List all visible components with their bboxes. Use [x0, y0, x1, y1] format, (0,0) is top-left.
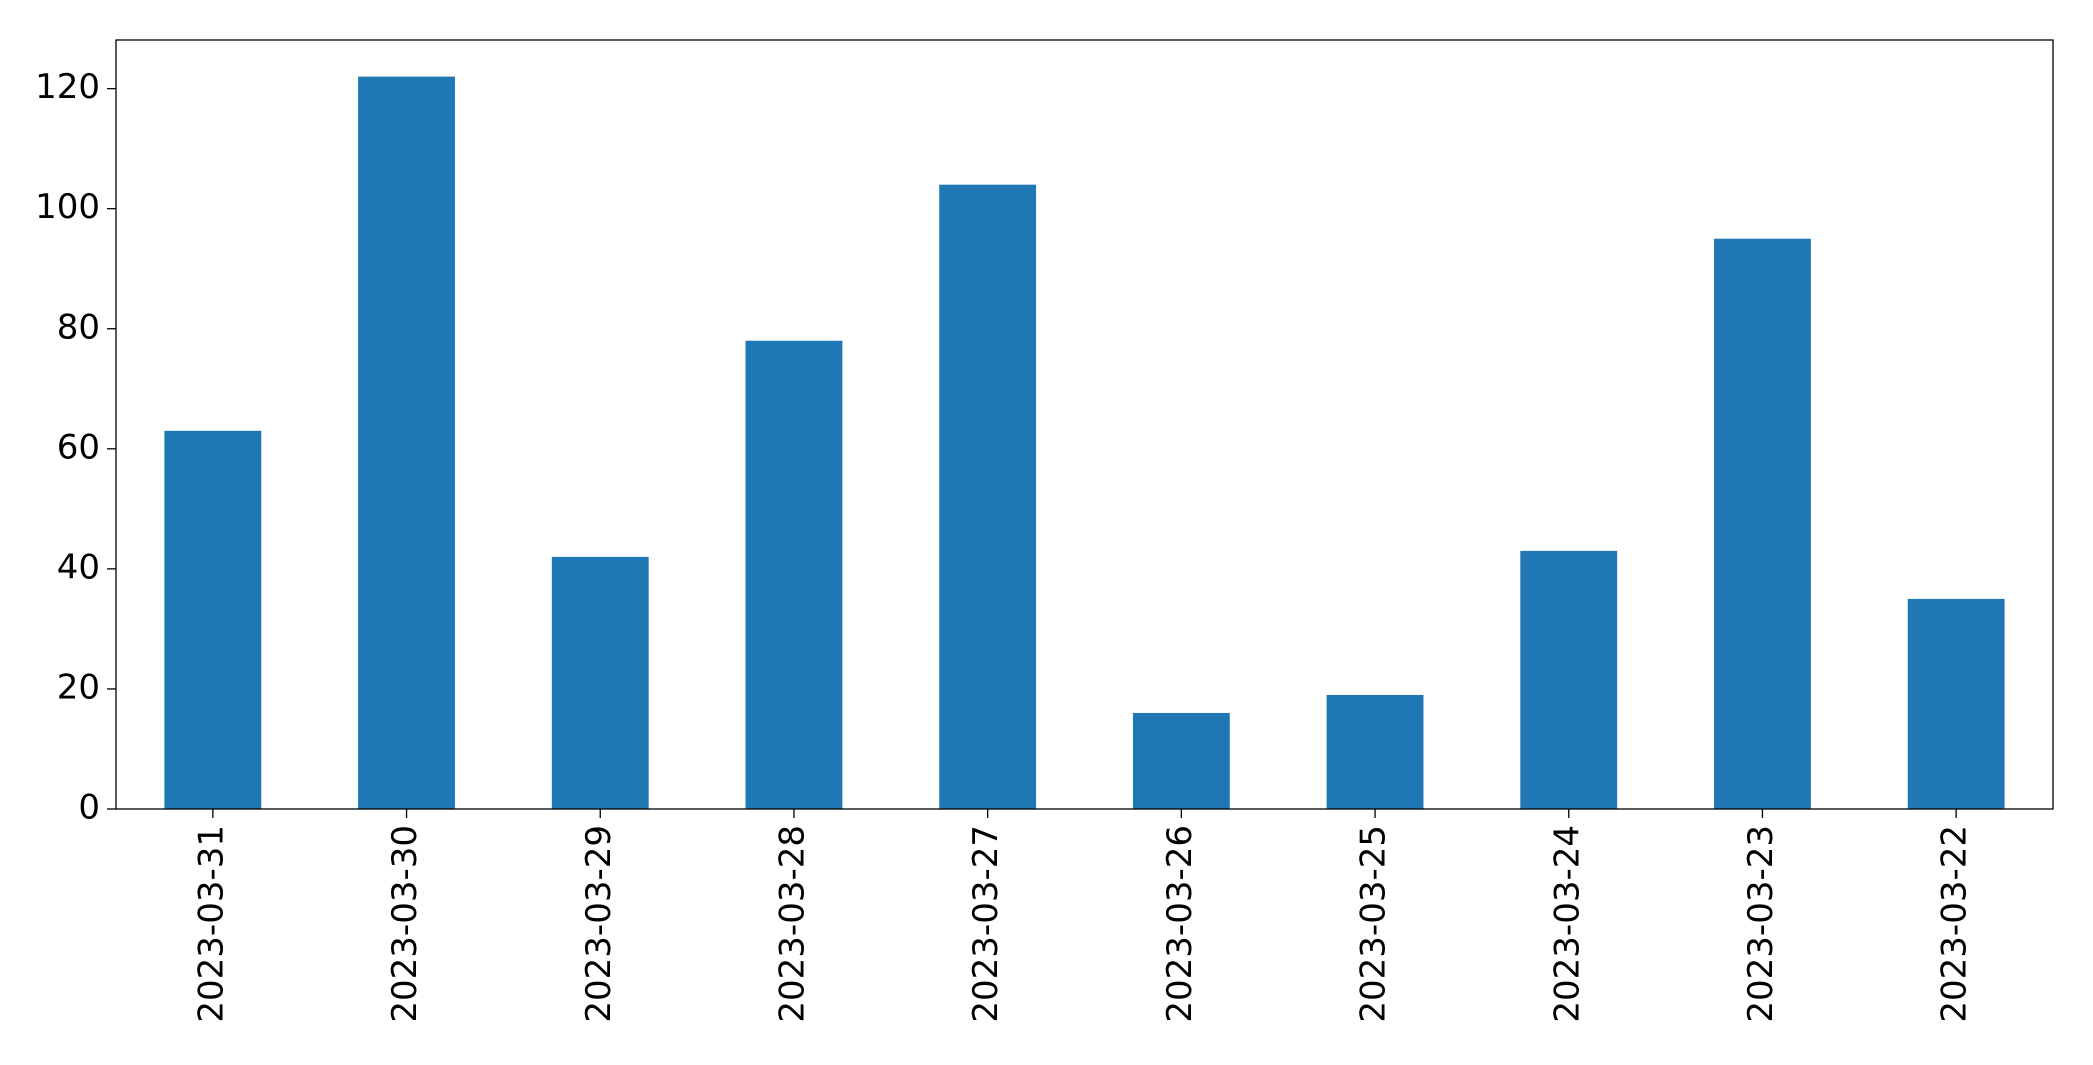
- x-tick-label: 2023-03-25: [1354, 825, 1394, 1023]
- y-tick-label: 60: [57, 427, 100, 467]
- bar: [358, 76, 455, 810]
- bar: [1907, 598, 2005, 809]
- bar: [939, 184, 1037, 810]
- bar: [745, 340, 843, 809]
- bar: [551, 556, 649, 809]
- x-tick-label: 2023-03-31: [191, 825, 231, 1023]
- x-tick-label: 2023-03-26: [1160, 825, 1200, 1023]
- y-tick-label: 0: [78, 788, 100, 828]
- x-tick-label: 2023-03-28: [772, 825, 812, 1023]
- y-tick-label: 120: [35, 67, 100, 107]
- bar: [164, 430, 262, 809]
- x-tick-label: 2023-03-30: [385, 825, 425, 1023]
- y-tick-label: 100: [35, 187, 100, 227]
- x-tick-label: 2023-03-24: [1547, 825, 1587, 1023]
- x-tick-label: 2023-03-29: [579, 825, 619, 1023]
- plot-frame: [115, 39, 2054, 810]
- bar: [1520, 550, 1618, 809]
- x-tick-label: 2023-03-27: [966, 825, 1006, 1023]
- bar: [1714, 238, 1811, 809]
- bar: [1326, 694, 1424, 809]
- y-tick-label: 80: [57, 307, 100, 347]
- x-tick-label: 2023-03-23: [1741, 825, 1781, 1023]
- bar: [1132, 712, 1230, 809]
- x-tick-label: 2023-03-22: [1935, 825, 1975, 1023]
- y-tick-label: 40: [57, 547, 100, 587]
- y-tick-label: 20: [57, 667, 100, 707]
